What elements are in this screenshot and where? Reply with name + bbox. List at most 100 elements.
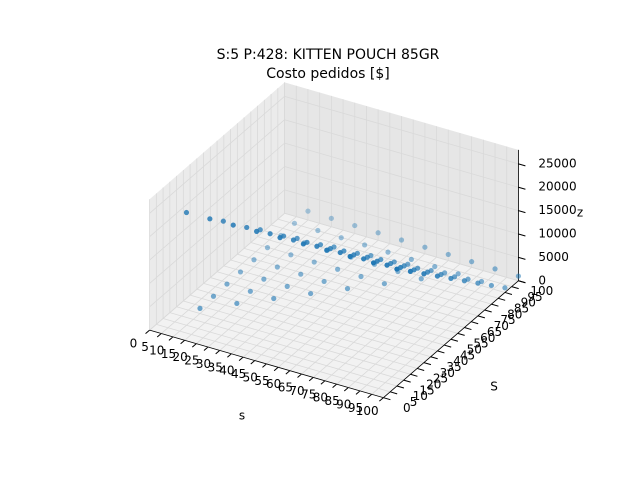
data-point xyxy=(362,242,368,248)
grid-line xyxy=(149,166,285,284)
x-tick-label: 60 xyxy=(266,377,281,391)
data-point xyxy=(284,283,290,289)
data-point xyxy=(290,237,297,243)
data-point xyxy=(251,257,257,263)
z-tick-label: 5000 xyxy=(538,250,569,264)
x-tick-label: 55 xyxy=(254,374,269,388)
data-point xyxy=(305,208,311,214)
data-point xyxy=(370,260,377,266)
data-point xyxy=(183,209,190,216)
data-point xyxy=(394,266,400,272)
data-point xyxy=(352,222,358,229)
data-point xyxy=(328,215,334,221)
tick-mark xyxy=(450,338,459,342)
x-tick-label: 70 xyxy=(289,384,304,398)
grid-line xyxy=(149,212,285,331)
grid-line xyxy=(284,166,519,235)
y-axis-line xyxy=(383,280,519,398)
grid-line xyxy=(156,323,391,393)
tick-mark xyxy=(464,327,472,331)
tick-mark xyxy=(320,380,326,385)
tick-mark xyxy=(444,344,452,348)
tick-mark xyxy=(238,356,244,362)
tick-mark xyxy=(477,315,486,319)
grid-line xyxy=(250,242,485,311)
tick-mark xyxy=(145,329,150,335)
data-point xyxy=(298,271,304,277)
tick-mark xyxy=(396,385,405,389)
tick-mark xyxy=(297,373,302,378)
data-point xyxy=(277,235,283,241)
data-point xyxy=(337,249,343,256)
tick-mark xyxy=(168,336,174,341)
tick-mark xyxy=(203,346,209,351)
x-tick-label: 25 xyxy=(184,354,199,368)
data-point xyxy=(384,262,390,268)
tick-mark xyxy=(471,321,479,325)
tick-mark xyxy=(156,333,162,338)
grid-line xyxy=(189,294,425,363)
data-point xyxy=(210,293,217,299)
tick-mark xyxy=(491,303,499,307)
y-tick-label: 10 xyxy=(413,389,428,403)
data-point xyxy=(338,235,344,241)
data-point xyxy=(445,251,451,258)
tick-mark xyxy=(191,343,197,348)
data-point xyxy=(448,275,454,282)
data-point xyxy=(469,259,475,265)
data-point xyxy=(321,278,327,285)
chart-title: S:5 P:428: KITTEN POUCH 85GR xyxy=(217,47,440,63)
x-tick-label: 95 xyxy=(348,401,363,415)
tick-mark xyxy=(457,332,465,336)
tick-mark xyxy=(518,280,526,284)
grid-line xyxy=(176,306,411,375)
x-tick-label: 45 xyxy=(231,367,246,381)
grid-line xyxy=(162,318,398,387)
y-tick-label: 65 xyxy=(487,325,502,339)
y-tick-label: 70 xyxy=(494,319,509,333)
y-tick-label: 50 xyxy=(467,342,482,356)
y-axis-label: S xyxy=(490,380,498,394)
data-point xyxy=(224,281,230,287)
data-point xyxy=(455,271,461,277)
data-point xyxy=(375,230,381,236)
grid-line xyxy=(216,271,452,340)
tick-mark xyxy=(227,353,232,358)
grid-line xyxy=(230,259,465,328)
tick-mark xyxy=(511,286,519,290)
tick-mark xyxy=(273,366,279,372)
data-point xyxy=(381,281,387,287)
grid-line xyxy=(149,142,285,261)
tick-mark xyxy=(367,393,373,399)
y-tick-label: 20 xyxy=(426,378,441,392)
z-tick-label: 25000 xyxy=(538,156,576,170)
tick-mark xyxy=(437,350,445,354)
data-point xyxy=(421,271,427,277)
tick-mark xyxy=(308,377,314,382)
data-point xyxy=(244,224,250,231)
data-point xyxy=(502,285,508,291)
data-point xyxy=(271,295,277,302)
tick-mark xyxy=(355,390,361,395)
data-point xyxy=(422,244,428,250)
data-point xyxy=(308,290,314,297)
data-point xyxy=(434,273,441,279)
y-tick-label: 30 xyxy=(440,366,455,380)
grid-line xyxy=(149,189,285,308)
grid-line xyxy=(284,142,519,212)
data-point xyxy=(261,276,267,282)
data-point xyxy=(237,269,244,275)
z-tick-label: 15000 xyxy=(538,203,576,217)
data-point xyxy=(347,253,353,260)
y-tick-label: 80 xyxy=(507,307,522,321)
y-tick-label: 85 xyxy=(514,302,529,316)
tick-mark xyxy=(285,370,291,375)
data-point xyxy=(418,276,424,282)
grid-line xyxy=(277,218,512,287)
data-point xyxy=(461,278,468,284)
y-tick-label: 40 xyxy=(453,354,468,368)
grid-line xyxy=(243,247,479,317)
grid-line xyxy=(196,288,431,358)
z-tick-label: 20000 xyxy=(538,180,576,194)
